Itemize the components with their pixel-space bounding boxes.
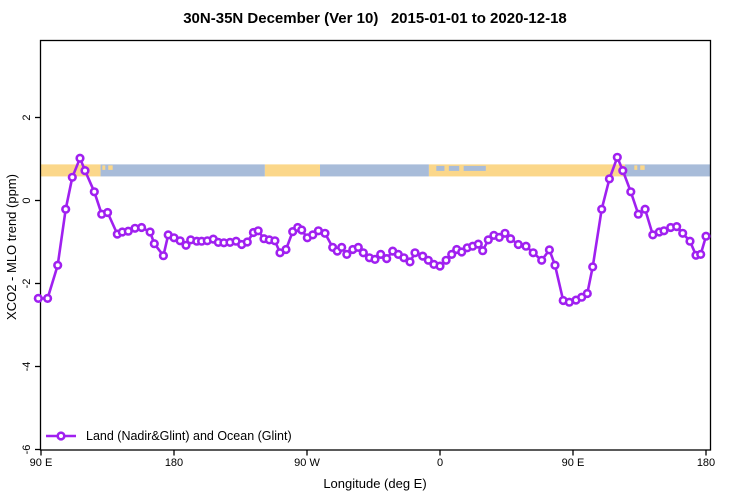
data-point (633, 209, 643, 219)
data-point (550, 260, 560, 270)
data-point (342, 249, 352, 259)
x-tick-label: 180 (165, 457, 183, 469)
data-point (537, 255, 547, 265)
data-point (399, 253, 409, 263)
plot-frame (39, 39, 712, 451)
x-tick-label: 90 E (562, 457, 585, 469)
data-point (370, 254, 380, 265)
data-point (604, 174, 615, 184)
data-point (175, 236, 185, 246)
data-point (528, 248, 538, 258)
map-band-island (640, 165, 645, 170)
data-point (102, 207, 113, 218)
map-band-inlet (436, 165, 445, 171)
data-point (618, 166, 628, 176)
data-point (473, 239, 483, 249)
map-band-island (108, 165, 113, 170)
map-band-inlet (463, 165, 486, 171)
data-point (506, 234, 516, 244)
data-point (612, 152, 622, 162)
data-point (242, 237, 252, 247)
data-point (441, 255, 451, 265)
data-point (483, 235, 493, 245)
data-point (137, 222, 147, 233)
map-band-inlet (448, 165, 460, 171)
map-band-ocean-segment (100, 164, 265, 177)
map-band-ocean-segment (320, 164, 429, 177)
data-point (75, 153, 85, 163)
data-point (521, 241, 531, 251)
data-point (435, 261, 445, 271)
data-point (158, 251, 168, 261)
data-point (588, 262, 598, 272)
map-band-ocean-segment (625, 164, 711, 177)
legend: Land (Nadir&Glint) and Ocean (Glint) (44, 429, 292, 443)
data-point (597, 204, 607, 214)
map-band-island (634, 165, 638, 170)
data-point (494, 232, 504, 242)
map-band-land-segment (264, 164, 321, 177)
data-point (67, 172, 77, 182)
data-point (320, 228, 330, 238)
y-tick-label: -6 (21, 445, 33, 455)
x-tick-label: 180 (697, 457, 715, 469)
data-point (149, 239, 159, 249)
data-point (145, 227, 155, 237)
data-point (478, 246, 488, 256)
data-point (376, 249, 386, 259)
data-point (701, 231, 711, 241)
legend-line-marker-icon (46, 431, 76, 441)
data-point (659, 226, 669, 236)
y-tick-label: 0 (21, 197, 33, 203)
x-tick-label: 90 E (30, 457, 53, 469)
data-point (181, 240, 191, 250)
y-tick-label: -2 (21, 279, 33, 289)
data-point (353, 242, 363, 252)
data-point (626, 187, 636, 197)
data-point (685, 236, 695, 246)
data-point (423, 255, 433, 265)
y-tick-label: -4 (21, 362, 33, 372)
data-point (42, 293, 53, 304)
data-point (640, 204, 650, 214)
data-point (382, 254, 392, 264)
data-point (672, 222, 682, 232)
data-point (358, 248, 368, 258)
data-point (33, 293, 43, 304)
data-point (457, 247, 467, 257)
data-point (582, 288, 592, 299)
legend-label: Land (Nadir&Glint) and Ocean (Glint) (86, 429, 292, 443)
y-tick-label: 2 (21, 114, 33, 120)
data-point (447, 249, 457, 259)
x-axis-label: Longitude (deg E) (323, 476, 427, 491)
data-point (513, 239, 523, 250)
data-point (500, 228, 510, 238)
chart-title: 30N-35N December (Ver 10) 2015-01-01 to … (183, 10, 567, 27)
data-point (53, 260, 63, 270)
x-tick-label: 0 (437, 457, 443, 469)
x-tick-label: 90 W (294, 457, 320, 469)
data-point (61, 204, 71, 214)
data-point (337, 242, 347, 252)
y-axis-label: XCO2 - MLO trend (ppm) (4, 174, 19, 320)
data-point (696, 249, 706, 259)
data-point (418, 251, 428, 261)
data-point (89, 187, 99, 197)
data-point (281, 244, 291, 255)
data-point (678, 228, 688, 238)
map-band-island (102, 165, 106, 170)
data-point (544, 245, 555, 255)
data-point (410, 248, 420, 258)
data-point (405, 257, 415, 267)
data-point (80, 166, 90, 176)
data-point (297, 225, 307, 235)
data-point (308, 230, 318, 240)
data-point (253, 226, 263, 236)
data-point (270, 236, 280, 246)
